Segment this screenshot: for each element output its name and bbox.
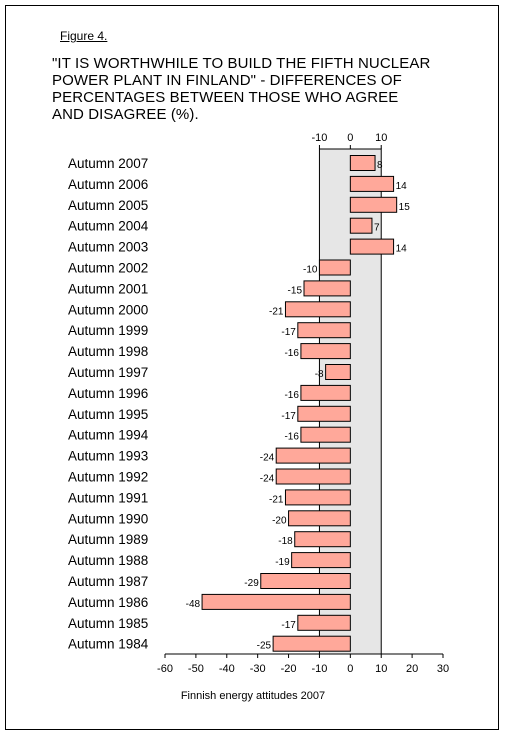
category-label: Autumn 1994 bbox=[68, 428, 149, 443]
category-label: Autumn 1984 bbox=[68, 637, 149, 652]
value-label: -15 bbox=[288, 285, 303, 296]
bar bbox=[349, 238, 395, 255]
category-label: Autumn 2005 bbox=[68, 198, 148, 213]
value-label: 14 bbox=[396, 181, 408, 192]
bar bbox=[300, 343, 351, 360]
category-label: Autumn 2003 bbox=[68, 240, 148, 255]
value-label: -24 bbox=[260, 453, 275, 464]
figure-label: Figure 4. bbox=[60, 29, 108, 43]
bar bbox=[349, 175, 395, 192]
category-label: Autumn 2004 bbox=[68, 219, 149, 234]
bar bbox=[300, 384, 351, 401]
bar bbox=[300, 426, 351, 443]
bar bbox=[297, 322, 351, 339]
chart-title: "IT IS WORTHWHILE TO BUILD THE FIFTH NUC… bbox=[52, 55, 431, 123]
bar bbox=[275, 447, 351, 464]
bar bbox=[275, 468, 351, 485]
bar bbox=[303, 280, 351, 297]
bar bbox=[349, 155, 376, 171]
x-tick-label: -50 bbox=[188, 663, 204, 675]
value-label: -29 bbox=[244, 578, 259, 589]
source-note: Finnish energy attitudes 2007 bbox=[180, 690, 326, 702]
value-label: -8 bbox=[315, 369, 324, 380]
x-tick-label: -10 bbox=[311, 663, 327, 675]
value-label: -17 bbox=[281, 620, 296, 631]
value-label: 14 bbox=[396, 244, 408, 255]
category-label: Autumn 1992 bbox=[68, 470, 148, 485]
top-tick-label: 10 bbox=[375, 132, 387, 144]
category-label: Autumn 1997 bbox=[68, 365, 148, 380]
x-tick-label: 20 bbox=[406, 663, 418, 675]
bar bbox=[284, 301, 351, 318]
bar bbox=[291, 552, 351, 569]
category-label: Autumn 2002 bbox=[68, 261, 148, 276]
x-tick-label: 30 bbox=[437, 663, 449, 675]
x-tick-label: 0 bbox=[347, 663, 353, 675]
category-label: Autumn 1996 bbox=[68, 386, 148, 401]
value-label: -25 bbox=[257, 641, 272, 652]
bar bbox=[325, 364, 351, 380]
x-tick-label: -60 bbox=[157, 663, 173, 675]
category-label: Autumn 1991 bbox=[68, 490, 148, 505]
value-label: -19 bbox=[275, 557, 290, 568]
value-label: -16 bbox=[284, 390, 299, 401]
category-label: Autumn 2000 bbox=[68, 302, 148, 317]
bar bbox=[349, 196, 398, 213]
top-tick-label: 0 bbox=[347, 132, 353, 144]
x-tick-label: -30 bbox=[250, 663, 266, 675]
bar bbox=[297, 405, 351, 422]
value-label: -17 bbox=[281, 327, 296, 338]
category-label: Autumn 1990 bbox=[68, 511, 148, 526]
category-label: Autumn 1995 bbox=[68, 407, 148, 422]
category-label: Autumn 1988 bbox=[68, 553, 148, 568]
value-label: -17 bbox=[281, 411, 296, 422]
category-label: Autumn 2001 bbox=[68, 281, 148, 296]
value-label: -21 bbox=[269, 494, 284, 505]
bar bbox=[294, 531, 351, 548]
x-tick-label: 10 bbox=[375, 663, 387, 675]
value-label: 15 bbox=[399, 202, 411, 213]
category-label: Autumn 1998 bbox=[68, 344, 148, 359]
category-label: Autumn 2006 bbox=[68, 177, 148, 192]
category-label: Autumn 1989 bbox=[68, 532, 148, 547]
bar bbox=[272, 635, 351, 652]
bar bbox=[288, 510, 351, 527]
value-label: -20 bbox=[272, 515, 287, 526]
category-label: Autumn 1987 bbox=[68, 574, 148, 589]
category-label: Autumn 1985 bbox=[68, 616, 148, 631]
category-label: Autumn 1993 bbox=[68, 449, 148, 464]
value-label: 7 bbox=[374, 223, 380, 234]
value-label: -24 bbox=[260, 474, 275, 485]
value-label: -10 bbox=[303, 265, 318, 276]
figure-frame bbox=[5, 5, 499, 730]
top-tick-label: -10 bbox=[311, 132, 327, 144]
x-tick-label: -40 bbox=[219, 663, 235, 675]
bar bbox=[318, 259, 351, 276]
bar bbox=[284, 489, 351, 506]
value-label: -16 bbox=[284, 348, 299, 359]
bar bbox=[260, 573, 351, 589]
x-tick-label: -20 bbox=[281, 663, 297, 675]
bar bbox=[201, 593, 351, 610]
bar bbox=[349, 217, 373, 234]
category-label: Autumn 1986 bbox=[68, 595, 148, 610]
value-label: -48 bbox=[186, 599, 201, 610]
category-label: Autumn 1999 bbox=[68, 323, 148, 338]
value-label: -18 bbox=[278, 536, 293, 547]
bar bbox=[297, 614, 351, 631]
value-label: 8 bbox=[377, 160, 383, 171]
value-label: -21 bbox=[269, 306, 284, 317]
category-label: Autumn 2007 bbox=[68, 156, 148, 171]
value-label: -16 bbox=[284, 432, 299, 443]
